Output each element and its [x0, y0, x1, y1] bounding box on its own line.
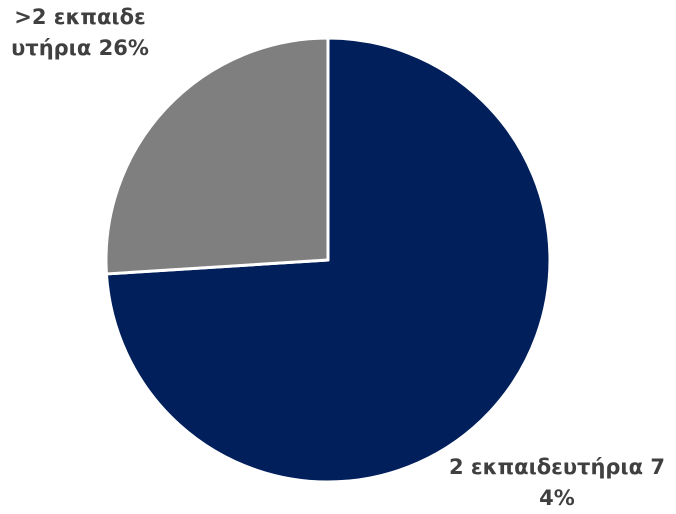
data-label: 2 εκπαιδευτήρια 74%: [440, 452, 674, 514]
value-label: 74%: [539, 455, 665, 510]
category-label: 2 εκπαιδευτήρια: [449, 455, 644, 479]
value-label: 26%: [98, 36, 149, 60]
pie-slice: [104, 36, 330, 276]
category-label: >2 εκπαιδευτήρια: [11, 5, 146, 60]
data-label: >2 εκπαιδευτήρια 26%: [10, 2, 150, 64]
